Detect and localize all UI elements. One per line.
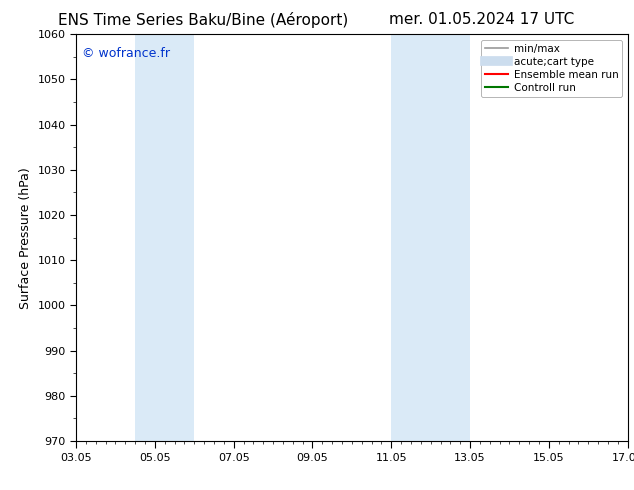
Y-axis label: Surface Pressure (hPa): Surface Pressure (hPa) [19, 167, 32, 309]
Text: ENS Time Series Baku/Bine (Aéroport): ENS Time Series Baku/Bine (Aéroport) [58, 12, 348, 28]
Legend: min/max, acute;cart type, Ensemble mean run, Controll run: min/max, acute;cart type, Ensemble mean … [481, 40, 623, 97]
Bar [391, 34, 470, 441]
Text: © wofrance.fr: © wofrance.fr [82, 47, 170, 59]
Text: mer. 01.05.2024 17 UTC: mer. 01.05.2024 17 UTC [389, 12, 574, 27]
Bar [135, 34, 194, 441]
